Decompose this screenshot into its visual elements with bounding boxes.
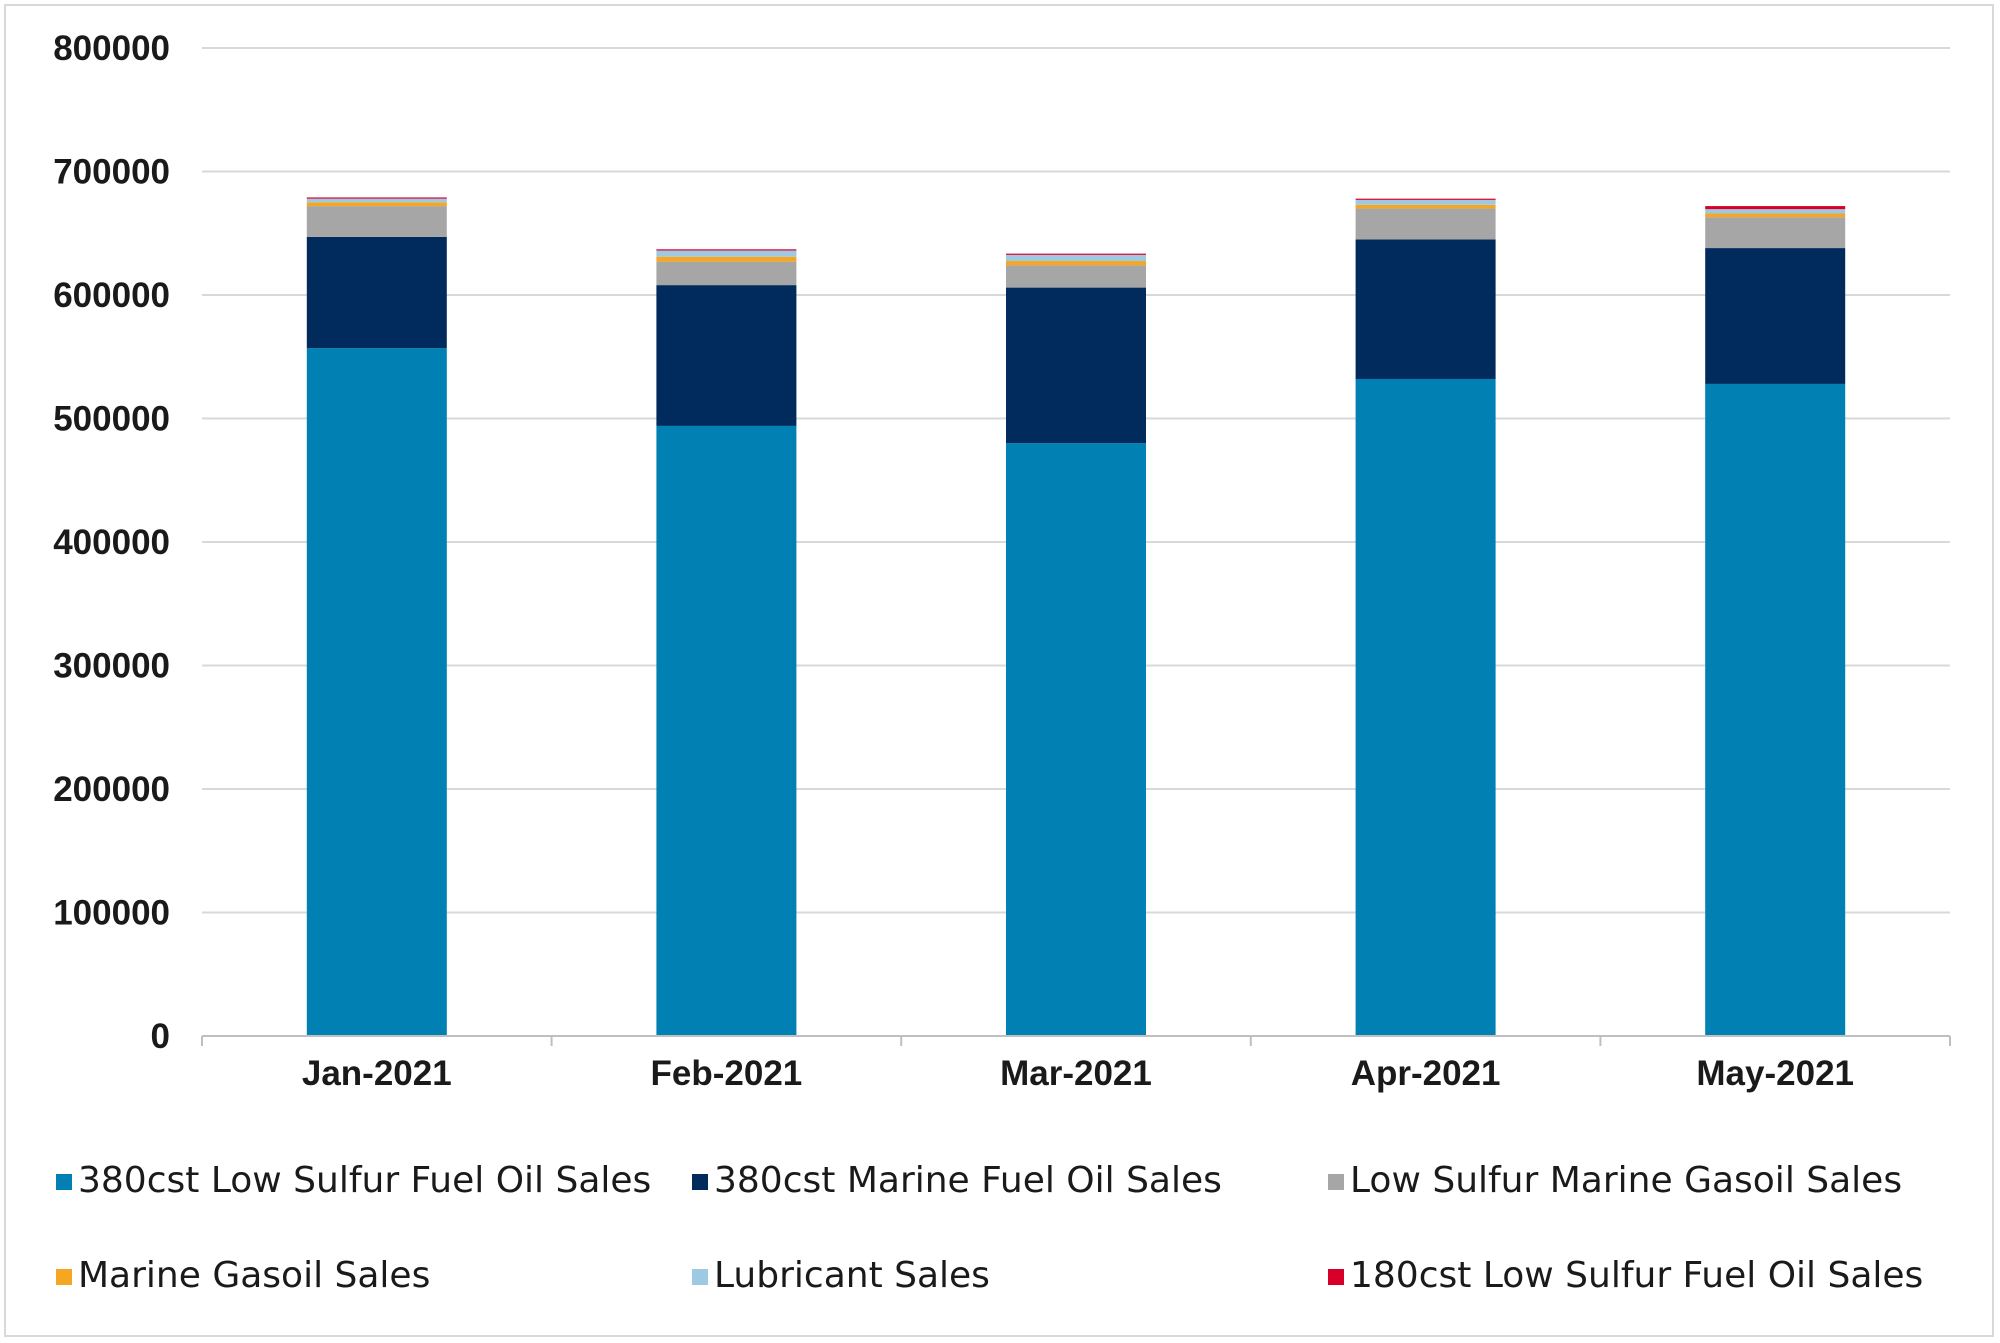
bar-segment <box>1355 239 1496 379</box>
bar-segment <box>656 249 797 251</box>
y-tick-label: 300000 <box>53 647 170 686</box>
bar-segment <box>306 236 447 349</box>
y-tick-label: 400000 <box>53 523 170 562</box>
x-tick-label: Jan-2021 <box>302 1054 452 1093</box>
bar-segment <box>1006 287 1146 444</box>
bar-segment <box>1006 254 1146 262</box>
x-tick-label: Feb-2021 <box>651 1054 803 1093</box>
bar-segment <box>1006 253 1146 255</box>
y-axis-ticks: 0 100000 200000 300000 400000 500000 600000 700… <box>53 29 170 1056</box>
bar-segment <box>1006 261 1146 266</box>
bar-segment <box>1705 213 1846 218</box>
bar-segment <box>306 348 447 1037</box>
legend: 380cst Low Sulfur Fuel Oil Sales 380cst M… <box>56 1160 1923 1296</box>
legend-label: Marine Gasoil Sales <box>78 1255 430 1296</box>
bar-segment <box>1355 198 1496 200</box>
legend-swatch <box>56 1269 72 1285</box>
bar-segment <box>1355 378 1496 1037</box>
bar-segment <box>1355 204 1496 209</box>
y-tick-label: 600000 <box>53 276 170 315</box>
legend-label: Low Sulfur Marine Gasoil Sales <box>1350 1160 1902 1201</box>
bar-segment <box>1006 443 1146 1036</box>
bar-segment <box>306 198 447 203</box>
legend-label: 180cst Low Sulfur Fuel Oil Sales <box>1350 1255 1923 1296</box>
bar-segment <box>1705 383 1846 1036</box>
bar-segment <box>1355 199 1496 205</box>
bar-segment <box>306 197 447 199</box>
y-tick-label: 100000 <box>53 894 170 933</box>
bar-segment <box>1705 206 1846 210</box>
y-tick-label: 800000 <box>53 29 170 68</box>
bar-segment <box>1355 208 1496 240</box>
legend-swatch <box>692 1174 708 1190</box>
bar-segment <box>1705 248 1846 384</box>
bar-segment <box>656 285 797 426</box>
bar-segment <box>656 261 797 286</box>
legend-swatch <box>692 1269 708 1285</box>
bar-segment <box>1705 209 1846 214</box>
x-tick-label: Mar-2021 <box>1000 1054 1152 1093</box>
y-tick-label: 700000 <box>53 153 170 192</box>
bar-segment <box>1705 217 1846 249</box>
legend-label: 380cst Marine Fuel Oil Sales <box>714 1160 1222 1201</box>
bar-segment <box>306 206 447 237</box>
y-tick-label: 200000 <box>53 770 170 809</box>
x-tick-label: Apr-2021 <box>1351 1054 1501 1093</box>
legend-swatch <box>1328 1269 1344 1285</box>
bar-segment <box>1006 265 1146 288</box>
bar-segment <box>306 202 447 207</box>
y-tick-label: 0 <box>151 1017 170 1056</box>
bar-segment <box>656 425 797 1036</box>
bars <box>306 197 1846 1037</box>
y-tick-label: 500000 <box>53 400 170 439</box>
legend-label: Lubricant Sales <box>714 1255 990 1296</box>
x-tick-label: May-2021 <box>1696 1054 1854 1093</box>
legend-swatch <box>56 1174 72 1190</box>
legend-label: 380cst Low Sulfur Fuel Oil Sales <box>78 1160 651 1201</box>
legend-swatch <box>1328 1174 1344 1190</box>
bar-segment <box>656 250 797 257</box>
bar-segment <box>656 256 797 262</box>
x-axis: Jan-2021 Feb-2021 Mar-2021 Apr-2021 May-2021 <box>201 1035 1951 1093</box>
